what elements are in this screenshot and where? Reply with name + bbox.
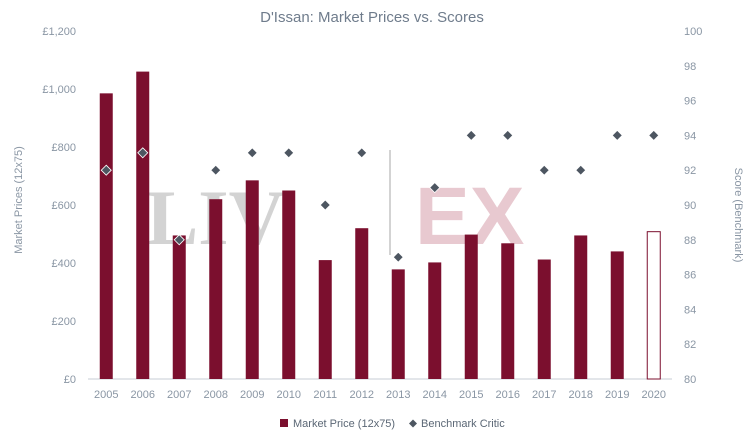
score-series	[100, 129, 660, 263]
x-tick-label: 2010	[277, 389, 301, 401]
score-point	[465, 129, 477, 141]
price-bar	[209, 199, 223, 379]
score-point	[502, 129, 514, 141]
price-bar	[245, 180, 259, 379]
watermark-divider	[389, 150, 391, 255]
x-tick-label: 2019	[605, 389, 629, 401]
score-point	[283, 147, 295, 159]
y-left-tick-label: £800	[52, 142, 76, 154]
y-left-tick-label: £0	[64, 374, 76, 386]
price-bar	[391, 269, 405, 379]
price-bar	[646, 231, 661, 380]
y-left-tick-label: £200	[52, 316, 76, 328]
score-point	[319, 199, 331, 211]
score-point	[429, 182, 441, 194]
price-bar	[610, 251, 624, 379]
x-tick-label: 2015	[459, 389, 483, 401]
x-tick-label: 2011	[313, 389, 337, 401]
x-axis: 2005 2006 2007 2008 2009 2010 2011 2012 2013 2014…	[94, 389, 666, 401]
score-point	[173, 234, 185, 246]
x-tick-label: 2017	[532, 389, 556, 401]
y-right-tick-label: 88	[684, 235, 696, 247]
x-tick-label: 2013	[386, 389, 410, 401]
y-axis-left-title: Market Prices (12x75)	[13, 146, 25, 254]
price-bar	[537, 259, 551, 379]
x-tick-label: 2006	[131, 389, 155, 401]
price-bar	[501, 243, 515, 379]
price-bar	[282, 190, 296, 379]
price-bar	[428, 262, 442, 379]
y-right-tick-label: 92	[684, 165, 696, 177]
x-tick-label: 2016	[496, 389, 520, 401]
y-right-tick-label: 80	[684, 374, 696, 386]
y-right-tick-label: 100	[684, 26, 702, 38]
score-point	[648, 129, 660, 141]
legend-bar-swatch	[280, 419, 288, 427]
score-point	[100, 164, 112, 176]
x-tick-label: 2014	[423, 389, 447, 401]
x-tick-label: 2008	[204, 389, 228, 401]
price-bar	[318, 260, 332, 379]
score-point	[246, 147, 258, 159]
x-tick-label: 2009	[240, 389, 264, 401]
legend-score-label: Benchmark Critic	[421, 418, 505, 430]
price-bar	[464, 234, 478, 379]
y-axis-left: £0 £200 £400 £600 £800 £1,000 £1,200	[42, 26, 76, 386]
y-right-tick-label: 84	[684, 304, 696, 316]
y-left-tick-label: £1,000	[42, 84, 76, 96]
score-point	[575, 164, 587, 176]
legend-diamond-swatch	[409, 419, 417, 428]
score-point	[392, 251, 404, 263]
price-bar	[99, 93, 113, 379]
price-bar	[355, 228, 369, 379]
x-tick-label: 2018	[569, 389, 593, 401]
x-tick-label: 2012	[350, 389, 374, 401]
y-right-tick-label: 94	[684, 130, 696, 142]
y-right-tick-label: 90	[684, 200, 696, 212]
price-bar	[574, 235, 588, 379]
legend: Market Price (12x75) Benchmark Critic	[280, 418, 505, 430]
score-point	[611, 129, 623, 141]
y-left-tick-label: £600	[52, 200, 76, 212]
chart-title: D'Issan: Market Prices vs. Scores	[260, 9, 484, 26]
y-right-tick-label: 82	[684, 339, 696, 351]
y-left-tick-label: £1,200	[42, 26, 76, 38]
y-right-tick-label: 98	[684, 61, 696, 73]
y-axis-right: 80 82 84 86 88 90 92 94 96 98 100	[684, 26, 702, 386]
x-tick-label: 2007	[167, 389, 191, 401]
legend-bar-label: Market Price (12x75)	[293, 418, 395, 430]
y-right-tick-label: 96	[684, 96, 696, 108]
y-axis-right-title: Score (Benchmark)	[732, 168, 744, 263]
score-point	[137, 147, 149, 159]
score-point	[210, 164, 222, 176]
price-bar	[172, 235, 186, 379]
x-tick-label: 2020	[642, 389, 666, 401]
score-point	[356, 147, 368, 159]
bar-series	[99, 71, 661, 380]
y-right-tick-label: 86	[684, 270, 696, 282]
score-point	[538, 164, 550, 176]
price-bar	[136, 71, 150, 379]
x-tick-label: 2005	[94, 389, 118, 401]
y-left-tick-label: £400	[52, 258, 76, 270]
